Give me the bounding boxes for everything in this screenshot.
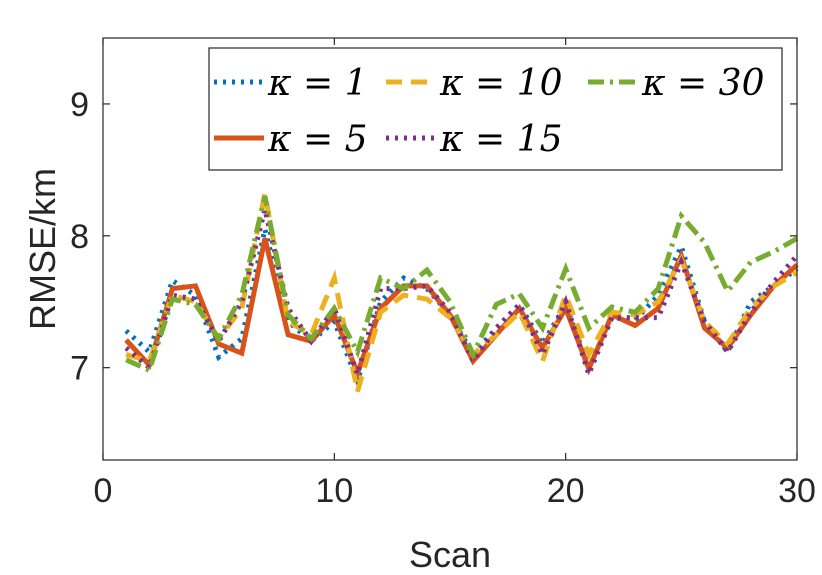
x-tick-label: 0 — [94, 472, 113, 510]
legend-label-5: κ = 30 — [641, 63, 764, 104]
series-line-1 — [124, 228, 799, 389]
legend: κ = 1 κ = 5 κ = 10 κ = 15 κ = 30 — [208, 47, 783, 171]
legend-label-2: κ = 5 — [267, 119, 368, 160]
axes-box — [102, 37, 798, 461]
legend-label-1: κ = 1 — [267, 63, 368, 104]
legend-label-4: κ = 15 — [439, 119, 562, 160]
series-layer — [124, 193, 799, 393]
axes: 0 10 20 30 7 8 9 — [70, 37, 816, 510]
y-tick-label: 7 — [70, 350, 89, 388]
y-axis-title: RMSE/km — [22, 168, 63, 330]
y-tick-label: 9 — [70, 86, 89, 124]
series-line-5 — [125, 195, 799, 374]
x-tick-label: 10 — [315, 472, 353, 510]
x-tick-label: 20 — [547, 472, 585, 510]
x-tick-label: 30 — [778, 472, 816, 510]
series-line-4 — [124, 208, 799, 383]
legend-box — [208, 47, 783, 171]
legend-label-3: κ = 10 — [439, 63, 562, 104]
y-tick-label: 8 — [70, 218, 89, 256]
x-axis-title: Scan — [409, 534, 491, 575]
